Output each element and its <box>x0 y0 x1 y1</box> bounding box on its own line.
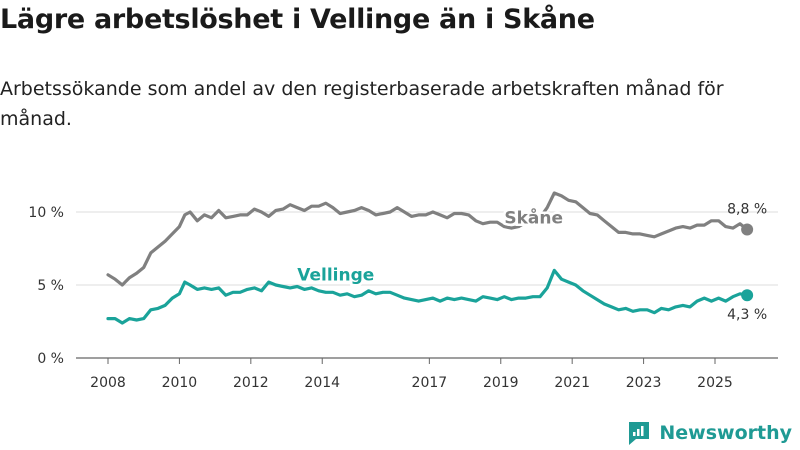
series-label: Skåne <box>504 207 563 229</box>
end-point-dot <box>741 223 754 236</box>
x-tick-label: 2021 <box>554 375 590 391</box>
x-tick-label: 2019 <box>483 375 519 391</box>
y-tick-label: 10 % <box>28 205 64 221</box>
series-label: Vellinge <box>297 266 374 286</box>
chart-subtitle: Arbetssökande som andel av den registerb… <box>0 78 724 130</box>
x-tick-label: 2012 <box>233 375 269 391</box>
y-tick-label: 0 % <box>37 351 64 367</box>
brand-name: Newsworthy <box>659 422 792 444</box>
page-title: Lägre arbetslöshet i Vellinge än i Skåne <box>0 4 595 35</box>
end-value-label: 4,3 % <box>727 307 767 323</box>
x-tick-label: 2023 <box>626 375 662 391</box>
x-tick-label: 2014 <box>304 375 340 391</box>
series-line-vellinge <box>106 268 749 325</box>
newsworthy-logo-icon <box>629 422 650 445</box>
brand: Newsworthy <box>626 420 792 446</box>
x-tick-label: 2010 <box>162 375 198 391</box>
end-value-label: 8,8 % <box>727 202 767 218</box>
series-line-sk-ne <box>106 191 749 287</box>
x-tick-label: 2008 <box>90 375 126 391</box>
y-tick-label: 5 % <box>37 278 64 294</box>
x-tick-label: 2017 <box>412 375 448 391</box>
end-point-dot <box>741 289 754 302</box>
x-tick-label: 2025 <box>697 375 733 391</box>
